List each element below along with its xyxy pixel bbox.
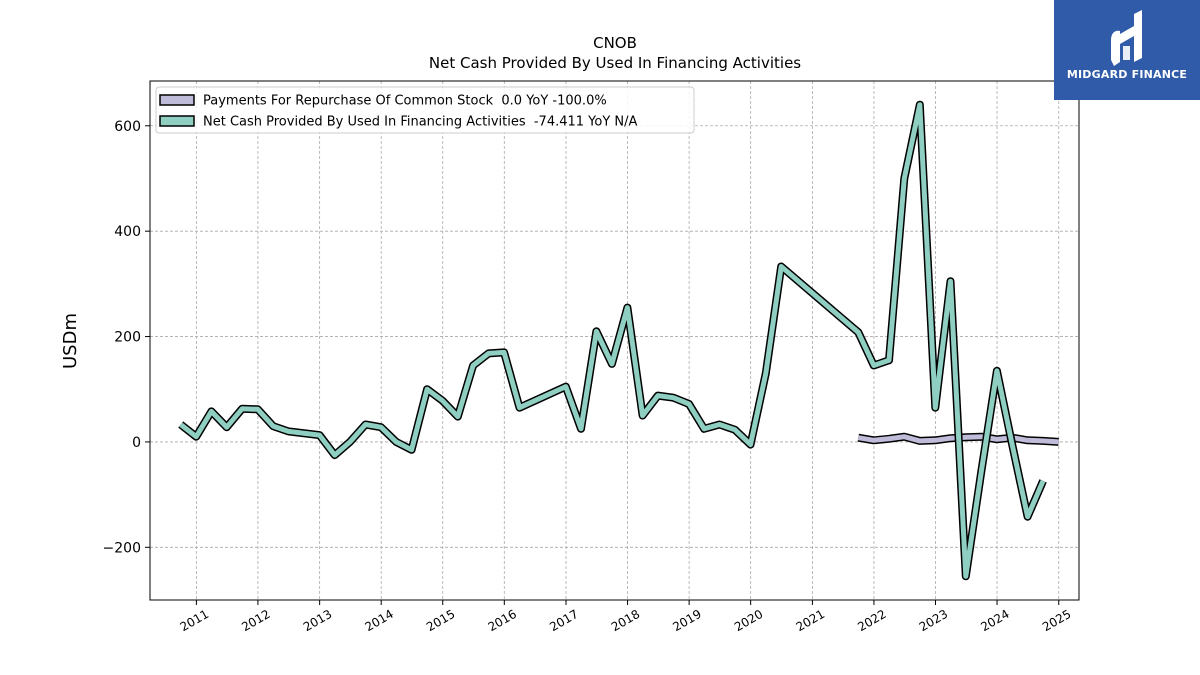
series-line-financing — [179, 102, 1046, 579]
legend-swatch-repurchase — [159, 94, 195, 106]
logo-mark-icon — [1111, 10, 1142, 66]
x-tick-label: 2013 — [301, 607, 334, 634]
x-tick-label: 2020 — [732, 607, 765, 634]
x-tick-label: 2015 — [424, 607, 457, 634]
grid — [150, 81, 1079, 600]
plot-frame — [149, 80, 1080, 601]
x-tick-label: 2012 — [239, 607, 272, 634]
y-tick-label: 200 — [114, 330, 141, 346]
x-tick-label: 2019 — [670, 607, 703, 634]
logo-text: MIDGARD FINANCE — [1066, 68, 1188, 81]
y-axis-label: USDm — [60, 313, 81, 369]
x-tick-label: 2011 — [178, 607, 211, 634]
legend-label-financing: Net Cash Provided By Used In Financing A… — [203, 115, 638, 130]
x-tick-label: 2023 — [917, 607, 950, 634]
legend-box — [155, 86, 695, 134]
brand-logo: MIDGARD FINANCE — [1054, 0, 1200, 100]
y-tick-label: 0 — [132, 435, 141, 451]
x-tick-label: 2017 — [547, 607, 580, 634]
y-tick-label: −200 — [103, 540, 141, 556]
y-axis: −200 0 200 400 600 — [103, 119, 150, 556]
x-tick-label: 2021 — [794, 607, 827, 634]
x-tick-label: 2024 — [978, 607, 1011, 634]
x-tick-label: 2014 — [362, 607, 395, 634]
series-line-financing-outline — [178, 100, 1047, 581]
x-tick-label: 2016 — [486, 607, 519, 634]
plot-area — [178, 100, 1059, 581]
x-tick-label: 2025 — [1040, 607, 1073, 634]
chart-subtitle: Net Cash Provided By Used In Financing A… — [429, 54, 801, 72]
legend-swatch-financing — [159, 115, 195, 127]
y-tick-label: 600 — [114, 119, 141, 135]
legend-label-repurchase: Payments For Repurchase Of Common Stock … — [203, 94, 607, 109]
x-axis: 2011 2012 2013 2014 2015 2016 2017 2018 2019 2020… — [178, 600, 1073, 634]
x-tick-label: 2018 — [609, 607, 642, 634]
legend: Payments For Repurchase Of Common Stock … — [155, 86, 695, 134]
x-tick-label: 2022 — [855, 607, 888, 634]
y-tick-label: 400 — [114, 224, 141, 240]
chart-title: CNOB — [593, 34, 637, 52]
